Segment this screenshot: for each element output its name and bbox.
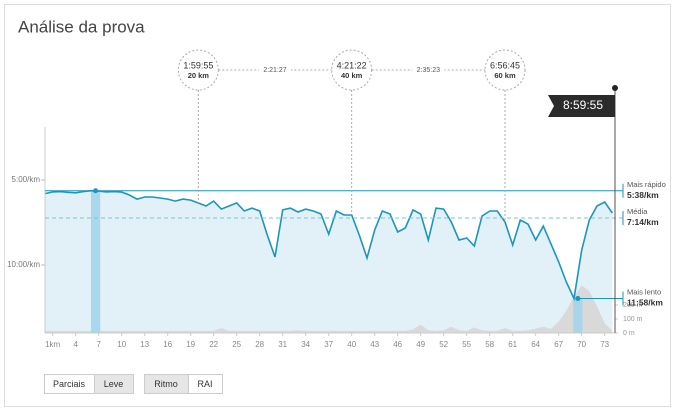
slowest-band xyxy=(573,298,583,333)
checkpoint xyxy=(484,49,526,91)
toggle-button-label[interactable]: RAI xyxy=(197,379,212,389)
checkpoint-time: 4:21:22 xyxy=(337,60,367,70)
toggle-button-label[interactable]: Parciais xyxy=(53,379,86,389)
toggle-button[interactable] xyxy=(94,374,134,394)
x-tick-label: 37 xyxy=(324,340,333,349)
finish-dot xyxy=(612,85,618,91)
x-tick-label: 7 xyxy=(96,340,101,349)
fastest-point xyxy=(93,188,99,194)
split-bg xyxy=(412,65,445,75)
slowest-label: Mais lento xyxy=(627,287,661,296)
pace-line xyxy=(44,189,613,302)
x-tick-label: 4 xyxy=(73,340,78,349)
checkpoint-distance: 60 km xyxy=(494,71,516,80)
x-tick-label: 43 xyxy=(370,340,379,349)
x-tick-label: 28 xyxy=(255,340,264,349)
y-tick-label: 5:00/km xyxy=(12,175,41,184)
finish-time: 8:59:55 xyxy=(563,98,603,112)
x-tick-label: 16 xyxy=(163,340,172,349)
average-value: 7:14/km xyxy=(627,217,659,227)
slowest-value: 11:58/km xyxy=(627,298,663,308)
checkpoint-time: 1:59:55 xyxy=(183,60,213,70)
x-tick-label: 67 xyxy=(554,340,563,349)
y2-tick-label: 0 m xyxy=(623,330,635,337)
x-tick-label: 40 xyxy=(347,340,356,349)
x-tick-label: 25 xyxy=(232,340,241,349)
fastest-value: 5:38/km xyxy=(627,190,659,200)
x-tick-label: 70 xyxy=(577,340,586,349)
fastest-label: Mais rápido xyxy=(627,180,666,189)
x-tick-label: 19 xyxy=(186,340,195,349)
x-tick-label: 73 xyxy=(600,340,609,349)
split-bg xyxy=(258,65,291,75)
x-tick-label: 22 xyxy=(209,340,218,349)
slowest-point xyxy=(575,295,581,301)
toggle-button-label[interactable]: Ritmo xyxy=(154,379,178,389)
checkpoint-distance: 20 km xyxy=(188,71,210,80)
x-tick-label: 61 xyxy=(508,340,517,349)
checkpoint-time: 6:56:45 xyxy=(490,60,520,70)
finish-flag xyxy=(548,95,615,117)
title: Análise da prova xyxy=(18,17,145,36)
split-time: 2:21:27 xyxy=(263,67,286,74)
elevation-area xyxy=(45,285,613,333)
x-tick-label: 13 xyxy=(140,340,149,349)
x-tick-label: 10 xyxy=(117,340,126,349)
x-tick-label: 1km xyxy=(45,340,60,349)
x-tick-label: 58 xyxy=(485,340,494,349)
x-tick-label: 46 xyxy=(393,340,402,349)
y-tick-label: 10:00/km xyxy=(7,260,40,269)
x-tick-label: 31 xyxy=(278,340,287,349)
split-time: 2:35:23 xyxy=(417,67,440,74)
fastest-band xyxy=(90,190,101,333)
x-tick-label: 34 xyxy=(301,340,310,349)
y2-tick-label: 100 m xyxy=(623,316,643,323)
x-tick-label: 64 xyxy=(531,340,540,349)
toggle-button-label[interactable]: Leve xyxy=(104,379,124,389)
pace-area xyxy=(45,190,613,333)
y2-tick-label: 200 m xyxy=(623,302,643,309)
x-tick-label: 49 xyxy=(416,340,425,349)
x-tick-label: 55 xyxy=(462,340,471,349)
x-tick-label: 52 xyxy=(439,340,448,349)
checkpoint-distance: 40 km xyxy=(341,71,363,80)
average-label: Média xyxy=(627,207,648,216)
toggle-button[interactable] xyxy=(188,374,223,394)
